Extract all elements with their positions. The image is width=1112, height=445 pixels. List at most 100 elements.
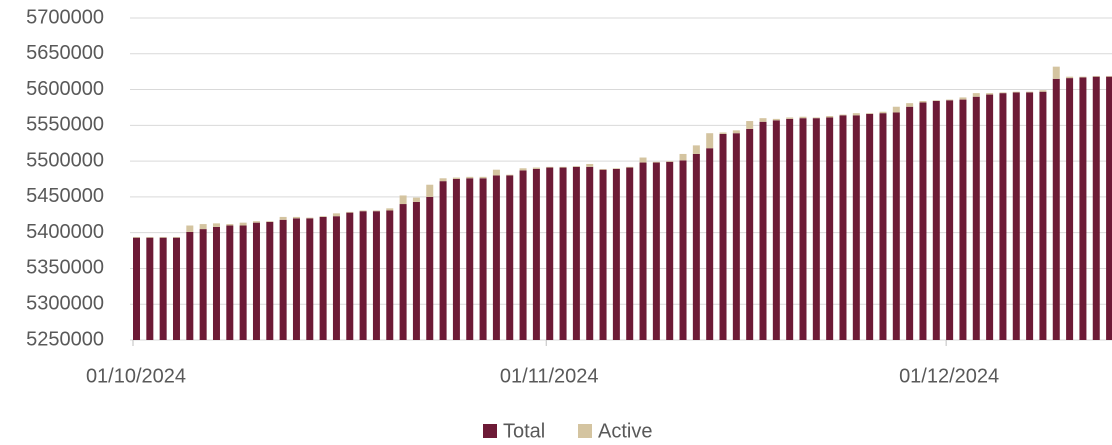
- bar-segment: [439, 178, 447, 182]
- bar-segment: [639, 162, 647, 340]
- bar-segment: [266, 221, 274, 222]
- bar-segment: [626, 166, 634, 168]
- bar-segment: [972, 96, 980, 340]
- bar-segment: [133, 237, 140, 340]
- bar-segment: [519, 168, 527, 171]
- bar-segment: [359, 210, 367, 212]
- bar-segment: [559, 166, 567, 168]
- bar-segment: [346, 211, 354, 213]
- bar-segment: [706, 133, 714, 149]
- y-tick-label: 5600000: [26, 78, 104, 100]
- bar-segment: [999, 92, 1007, 94]
- bar-segment: [172, 236, 180, 238]
- bar-segment: [972, 93, 980, 97]
- bar-segment: [612, 168, 620, 169]
- bar-segment: [1052, 78, 1060, 341]
- bar-segment: [1066, 78, 1074, 341]
- bar-segment: [759, 118, 767, 122]
- bar-segment: [159, 236, 167, 238]
- bar-segment: [319, 216, 327, 340]
- bar-segment: [452, 177, 460, 179]
- legend-swatch: [483, 424, 497, 438]
- bar-segment: [279, 216, 287, 220]
- bar-segment: [812, 118, 820, 340]
- bar-segment: [412, 197, 420, 202]
- bar-segment: [426, 184, 434, 197]
- bar-segment: [319, 216, 327, 217]
- y-tick-label: 5300000: [26, 293, 104, 315]
- bar-segment: [479, 176, 487, 179]
- bar-segment: [892, 106, 900, 113]
- bar-segment: [466, 178, 474, 340]
- bar-segment: [932, 101, 940, 340]
- bar-segment: [959, 99, 967, 340]
- bar-segment: [146, 237, 154, 340]
- bar-segment: [452, 179, 460, 340]
- bar-segment: [212, 226, 220, 340]
- bar-segment: [1106, 76, 1112, 341]
- bar-segment: [706, 148, 714, 340]
- bar-segment: [1052, 66, 1060, 79]
- bar-segment: [599, 169, 607, 340]
- bar-segment: [506, 174, 514, 176]
- bar-segment: [892, 112, 900, 340]
- bar-segment: [1092, 76, 1100, 341]
- y-tick-label: 5350000: [26, 257, 104, 279]
- bar-segment: [332, 216, 340, 340]
- bar-segment: [252, 222, 260, 340]
- bar-segment: [252, 221, 260, 223]
- bar-segment: [159, 237, 167, 340]
- bar-segment: [133, 236, 140, 238]
- bar-segment: [652, 162, 660, 340]
- bar-segment: [572, 166, 580, 167]
- bar-segment: [1092, 75, 1100, 77]
- bar-segment: [172, 237, 180, 340]
- bar-segment: [719, 132, 727, 134]
- bar-segment: [1106, 75, 1112, 77]
- bar-segment: [226, 225, 234, 340]
- bar-segment: [746, 121, 754, 129]
- legend-label: Active: [598, 420, 652, 442]
- bar-segment: [386, 210, 394, 340]
- bar-segment: [639, 157, 647, 163]
- bar-segment: [812, 117, 820, 119]
- bar-segment: [786, 118, 794, 340]
- bar-segment: [346, 212, 354, 340]
- bar-segment: [786, 117, 794, 119]
- bar-segment: [412, 201, 420, 340]
- bar-segment: [1012, 92, 1020, 340]
- bar-segment: [559, 167, 567, 340]
- bar-segment: [986, 94, 994, 340]
- bar-segment: [1039, 91, 1047, 340]
- bar-segment: [586, 166, 594, 340]
- bar-segment: [959, 97, 967, 100]
- bar-segment: [666, 161, 674, 340]
- bar-segment: [332, 213, 340, 217]
- bar-segment: [826, 117, 834, 340]
- bar-segment: [199, 224, 207, 230]
- bar-segment: [306, 217, 314, 219]
- bar-segment: [772, 118, 780, 121]
- bar-segment: [986, 93, 994, 95]
- bar-segment: [546, 167, 554, 340]
- bar-segment: [292, 216, 300, 219]
- legend-label: Total: [503, 420, 545, 442]
- bar-segment: [372, 211, 380, 340]
- bar-segment: [492, 175, 500, 340]
- bar-segment: [359, 211, 367, 340]
- bar-segment: [719, 133, 727, 340]
- bar-segment: [306, 218, 314, 340]
- bar-segment: [919, 102, 927, 341]
- bar-segment: [1039, 90, 1047, 92]
- bar-segment: [946, 100, 954, 341]
- bar-segment: [746, 128, 754, 340]
- bar-segment: [679, 160, 687, 340]
- bar-segment: [532, 168, 540, 340]
- bar-segment: [1066, 76, 1074, 79]
- bar-segment: [799, 116, 807, 119]
- bar-segment: [399, 204, 407, 340]
- y-tick-label: 5700000: [26, 6, 104, 28]
- bar-segment: [612, 168, 620, 340]
